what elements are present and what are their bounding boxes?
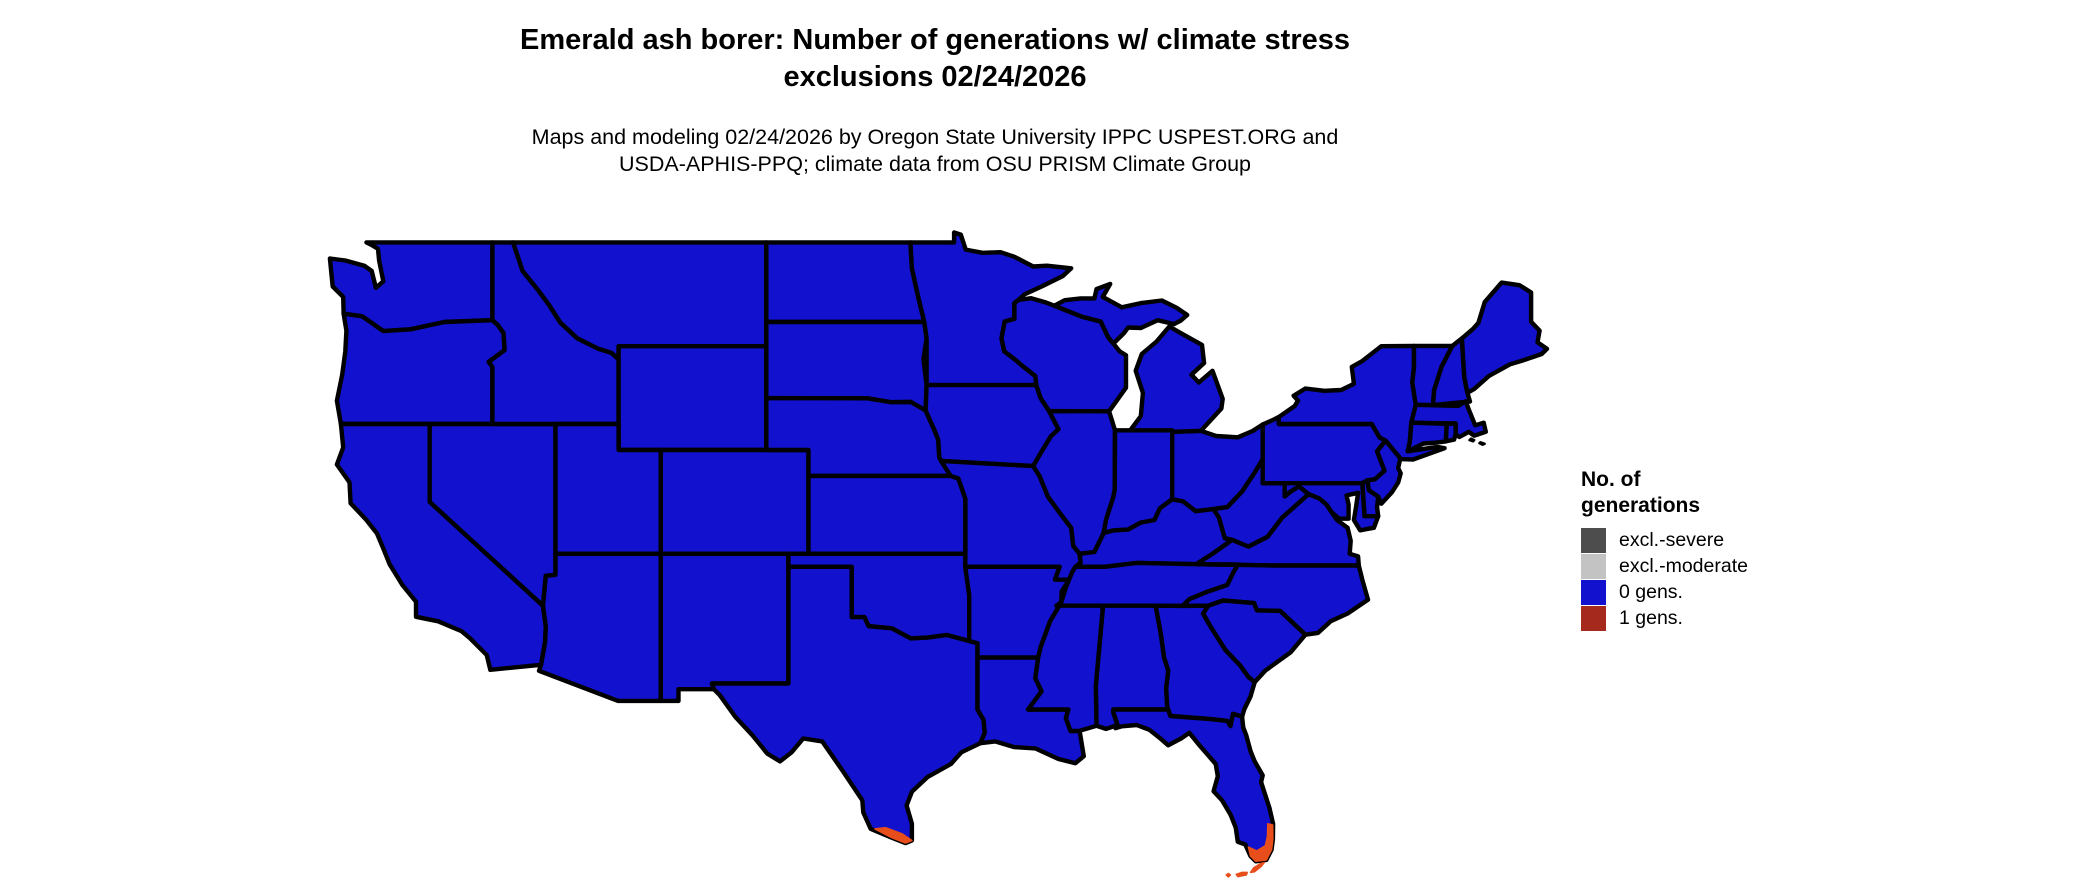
zero-gens-swatch (1581, 580, 1606, 605)
excl-moderate-swatch (1581, 554, 1606, 579)
state-mississippi (1025, 600, 1106, 734)
state-wyoming (616, 344, 769, 453)
legend-item-1-gens: 1 gens. (1581, 606, 1748, 631)
state-north-dakota (764, 240, 927, 325)
legend-title-line1: No. of (1581, 468, 1641, 491)
state-pennsylvania (1260, 414, 1388, 486)
legend-items: excl.-severe excl.-moderate 0 gens. 1 ge… (1581, 528, 1748, 631)
legend-label: excl.-severe (1619, 529, 1725, 551)
legend: No. of generations excl.-severe excl.-mo… (1581, 467, 1748, 632)
page-title-line1: Emerald ash borer: Number of generations… (520, 24, 1350, 56)
excl-severe-swatch (1581, 528, 1606, 553)
state-michigan-upper (1052, 281, 1190, 346)
one-gens-swatch (1581, 606, 1606, 631)
figure-subtitle: Maps and modeling 02/24/2026 by Oregon S… (0, 124, 1870, 178)
overlay-south-texas-1gen (874, 826, 913, 844)
overlay-florida-keys-upper-1gen (1249, 861, 1265, 874)
legend-label: excl.-moderate (1619, 555, 1748, 577)
state-maine (1459, 280, 1550, 396)
overlay-florida-keys-lower-1gen (1235, 871, 1249, 878)
overlay-south-florida-1gen (1247, 822, 1274, 863)
state-maryland (1282, 481, 1381, 533)
subtitle-line2: USDA-APHIS-PPQ; climate data from OSU PR… (618, 152, 1252, 176)
state-florida (1111, 707, 1276, 864)
state-connecticut (1405, 420, 1449, 454)
legend-label: 0 gens. (1619, 581, 1683, 603)
legend-item-0-gens: 0 gens. (1581, 580, 1748, 605)
state-kansas (806, 473, 968, 556)
legend-title-line2: generations (1581, 494, 1701, 517)
state-michigan-lower (1127, 324, 1225, 434)
island-nantucket (1478, 441, 1486, 446)
legend-label: 1 gens. (1619, 607, 1683, 629)
subtitle-line1: Maps and modeling 02/24/2026 by Oregon S… (531, 125, 1339, 149)
legend-item-excl-moderate: excl.-moderate (1581, 554, 1748, 579)
island-marthas-vineyard (1468, 437, 1476, 443)
figure-header: Emerald ash borer: Number of generations… (0, 22, 1870, 178)
state-oregon (334, 311, 507, 427)
state-arizona (536, 551, 663, 704)
state-texas (709, 564, 987, 846)
state-colorado (658, 447, 811, 556)
page-title-line2: exclusions 02/24/2026 (783, 61, 1087, 93)
overlay-florida-keys-west-1gen (1225, 872, 1232, 878)
legend-item-excl-severe: excl.-severe (1581, 528, 1748, 553)
state-new-mexico (658, 551, 791, 704)
